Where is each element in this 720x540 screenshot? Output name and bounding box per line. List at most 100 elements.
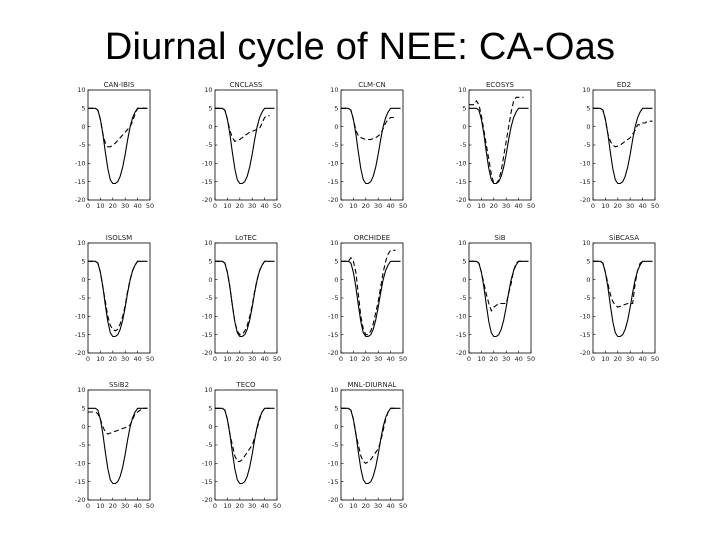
y-tick-label: 0 xyxy=(586,276,590,284)
model-series-line xyxy=(341,107,396,141)
x-tick-label: 50 xyxy=(273,202,281,210)
x-tick-label: 0 xyxy=(339,502,343,510)
x-tick-label: 0 xyxy=(467,202,471,210)
x-tick-label: 50 xyxy=(399,355,407,363)
y-tick-label: 10 xyxy=(458,86,466,94)
x-tick-label: 50 xyxy=(527,202,535,210)
y-tick-label: -10 xyxy=(456,160,467,168)
y-tick-label: -15 xyxy=(328,331,339,339)
y-tick-label: -15 xyxy=(202,331,213,339)
model-series-line xyxy=(88,260,143,332)
y-tick-label: 5 xyxy=(462,105,466,113)
x-tick-label: 10 xyxy=(349,502,357,510)
y-tick-label: 5 xyxy=(208,405,212,413)
plot-frame xyxy=(87,242,151,354)
x-tick-label: 40 xyxy=(260,202,268,210)
y-tick-label: -5 xyxy=(206,294,212,302)
y-tick-label: 10 xyxy=(330,86,338,94)
x-tick-label: 50 xyxy=(399,202,407,210)
y-tick-label: -10 xyxy=(202,313,213,321)
model-series-line xyxy=(593,260,646,308)
y-tick-label: 10 xyxy=(77,86,85,94)
model-series-line xyxy=(593,107,653,148)
x-tick-label: 20 xyxy=(490,202,498,210)
y-tick-label: -5 xyxy=(460,141,466,149)
x-tick-label: 20 xyxy=(362,355,370,363)
plot-frame xyxy=(214,89,278,201)
y-tick-label: -10 xyxy=(580,313,591,321)
x-tick-label: 40 xyxy=(638,202,646,210)
panel-title: ED2 xyxy=(617,81,631,89)
model-series-line xyxy=(341,249,396,336)
plot-frame xyxy=(592,89,656,201)
y-tick-label: -10 xyxy=(328,313,339,321)
x-tick-label: 20 xyxy=(236,202,244,210)
plot-frame xyxy=(468,242,532,354)
observed-series-line xyxy=(88,407,148,485)
y-tick-label: -5 xyxy=(79,141,85,149)
x-tick-label: 40 xyxy=(260,355,268,363)
y-tick-label: 0 xyxy=(208,123,212,131)
observed-series-line xyxy=(341,407,401,485)
y-tick-label: 0 xyxy=(334,123,338,131)
y-tick-label: 10 xyxy=(77,386,85,394)
y-tick-label: -20 xyxy=(456,196,467,204)
y-tick-label: 0 xyxy=(81,123,85,131)
y-tick-label: 5 xyxy=(208,258,212,266)
observed-series-line xyxy=(341,107,401,185)
x-tick-label: 50 xyxy=(651,355,659,363)
x-tick-label: 30 xyxy=(374,355,382,363)
observed-series-line xyxy=(88,260,148,338)
x-tick-label: 0 xyxy=(86,502,90,510)
x-tick-label: 0 xyxy=(213,502,217,510)
y-tick-label: -15 xyxy=(75,178,86,186)
y-tick-label: -5 xyxy=(584,294,590,302)
x-tick-label: 10 xyxy=(223,202,231,210)
model-series-line xyxy=(469,260,524,313)
y-tick-label: 10 xyxy=(582,86,590,94)
panel-title: ORCHIDEE xyxy=(354,234,390,242)
y-tick-label: -5 xyxy=(79,294,85,302)
y-tick-label: 10 xyxy=(204,386,212,394)
y-tick-label: 0 xyxy=(462,123,466,131)
plot-frame xyxy=(87,89,151,201)
observed-series-line xyxy=(215,107,275,185)
observed-series-line xyxy=(341,260,401,338)
panel-title: LoTEC xyxy=(235,234,257,242)
x-tick-label: 30 xyxy=(502,355,510,363)
y-tick-label: -20 xyxy=(328,496,339,504)
panel-title: CNCLASS xyxy=(230,81,263,89)
model-series-line xyxy=(215,407,270,463)
plot-frame xyxy=(592,242,656,354)
x-tick-label: 0 xyxy=(339,202,343,210)
x-tick-label: 30 xyxy=(374,202,382,210)
x-tick-label: 50 xyxy=(527,355,535,363)
y-tick-label: -5 xyxy=(332,141,338,149)
x-tick-label: 10 xyxy=(349,355,357,363)
y-tick-label: -5 xyxy=(79,441,85,449)
x-tick-label: 20 xyxy=(109,202,117,210)
observed-series-line xyxy=(593,107,653,185)
x-tick-label: 30 xyxy=(248,202,256,210)
y-tick-label: 0 xyxy=(334,423,338,431)
x-tick-label: 10 xyxy=(96,502,104,510)
y-tick-label: -20 xyxy=(75,496,86,504)
x-tick-label: 30 xyxy=(374,502,382,510)
x-tick-label: 20 xyxy=(614,355,622,363)
observed-series-line xyxy=(593,260,653,338)
x-tick-label: 40 xyxy=(133,355,141,363)
x-tick-label: 50 xyxy=(273,355,281,363)
observed-series-line xyxy=(215,407,275,485)
y-tick-label: -5 xyxy=(460,294,466,302)
x-tick-label: 40 xyxy=(133,202,141,210)
y-tick-label: -15 xyxy=(456,331,467,339)
